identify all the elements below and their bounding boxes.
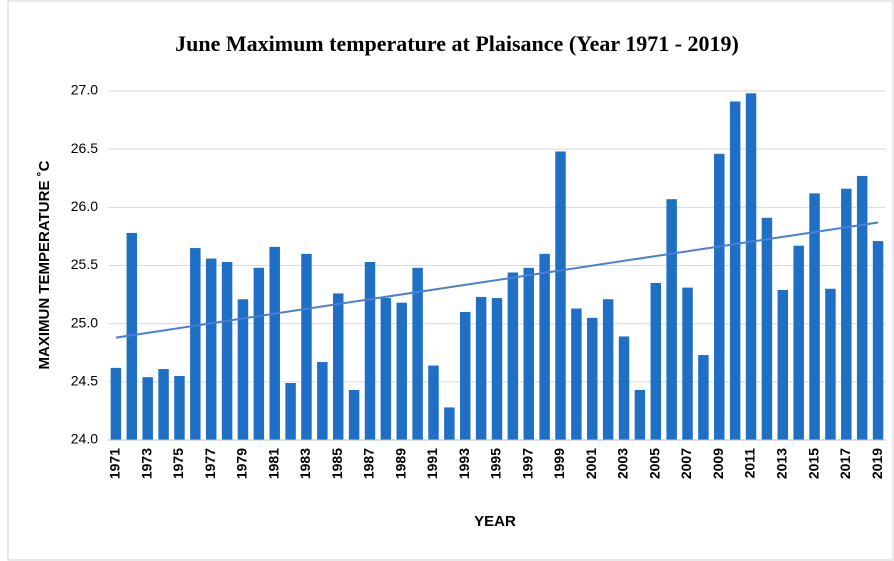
bar <box>428 365 439 440</box>
bar <box>460 312 471 440</box>
bar <box>745 93 757 441</box>
x-tick-label: 1981 <box>265 448 281 479</box>
x-tick-label: 2013 <box>773 448 789 479</box>
x-tick-label: 2019 <box>869 448 885 479</box>
bar <box>634 389 646 440</box>
y-tick-label: 26.5 <box>71 140 98 156</box>
bar <box>809 193 820 440</box>
bar <box>396 302 407 440</box>
bar <box>332 293 344 440</box>
x-tick-label: 2007 <box>678 448 694 479</box>
x-tick-label: 1999 <box>551 448 567 479</box>
bar <box>682 287 693 440</box>
x-tick-label: 1977 <box>202 448 218 479</box>
x-tick-label: 1979 <box>234 448 250 479</box>
bar <box>285 382 296 440</box>
bar <box>444 407 455 440</box>
bar <box>475 296 487 440</box>
bar <box>618 336 630 440</box>
bar <box>142 377 153 440</box>
bar <box>348 389 360 440</box>
bar <box>793 245 804 440</box>
x-tick-label: 1993 <box>456 448 472 479</box>
bar <box>174 376 185 440</box>
bar <box>841 188 852 440</box>
bar <box>412 267 423 440</box>
chart-title: June Maximum temperature at Plaisance (Y… <box>175 31 739 56</box>
x-tick-label: 1995 <box>488 448 504 479</box>
bar <box>650 282 662 440</box>
bar <box>714 153 725 440</box>
bar <box>205 258 217 440</box>
bar <box>237 299 249 440</box>
bar <box>666 199 677 440</box>
bar <box>301 253 312 440</box>
bar <box>158 369 169 440</box>
x-tick-label: 1971 <box>107 448 123 479</box>
bar <box>856 175 868 440</box>
x-tick-label: 2009 <box>710 448 726 479</box>
bar <box>555 151 566 440</box>
bar <box>507 272 519 440</box>
x-tick-label: 1985 <box>329 448 345 479</box>
x-tick-label: 1997 <box>519 448 535 479</box>
bar <box>190 248 201 440</box>
bar <box>110 367 122 440</box>
x-tick-label: 2005 <box>646 448 662 479</box>
bar <box>491 298 503 440</box>
y-tick-label: 26.0 <box>71 198 98 214</box>
y-tick-label: 24.0 <box>71 431 98 447</box>
bar <box>523 267 534 440</box>
bar <box>253 267 265 440</box>
bar <box>126 232 138 440</box>
y-tick-label: 24.5 <box>71 373 98 389</box>
x-tick-label: 2001 <box>583 448 599 479</box>
bar <box>317 362 328 440</box>
bar <box>698 355 709 440</box>
bar <box>872 241 884 440</box>
y-axis-label: MAXIMUN TEMPERATURE ˚C <box>36 160 53 369</box>
bar <box>571 308 582 440</box>
bar <box>380 298 392 440</box>
bar <box>587 317 598 440</box>
bar <box>221 262 233 440</box>
x-tick-label: 1989 <box>392 448 408 479</box>
x-tick-label: 2017 <box>837 448 853 479</box>
trendline <box>115 221 879 339</box>
bar <box>364 262 376 440</box>
y-tick-label: 25.5 <box>71 256 98 272</box>
x-tick-label: 2011 <box>742 448 758 479</box>
x-tick-label: 1987 <box>361 448 377 479</box>
x-tick-label: 1975 <box>170 448 186 479</box>
bar <box>761 217 773 440</box>
bar <box>777 289 789 440</box>
x-tick-label: 2003 <box>615 448 631 479</box>
bar <box>269 246 280 440</box>
bar <box>539 253 550 440</box>
bar <box>825 288 836 440</box>
x-tick-label: 1973 <box>138 448 154 479</box>
bar <box>729 101 741 440</box>
x-tick-label: 2015 <box>805 448 821 479</box>
x-tick-label: 1991 <box>424 448 440 479</box>
x-tick-label: 1983 <box>297 448 313 479</box>
chart-border <box>7 0 894 561</box>
bar <box>602 299 614 440</box>
y-tick-label: 25.0 <box>71 314 98 330</box>
x-axis-label: YEAR <box>474 513 516 530</box>
y-tick-label: 27.0 <box>71 82 98 98</box>
